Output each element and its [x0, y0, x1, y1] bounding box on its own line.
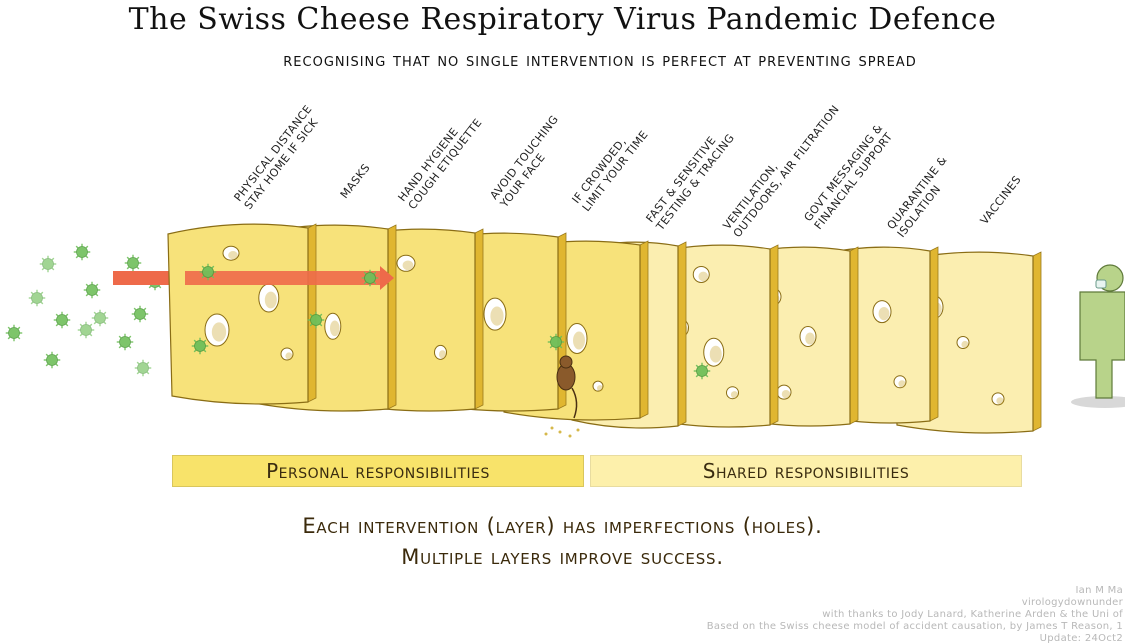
- cheese-hole: [872, 300, 892, 324]
- caption-line-2: Multiple layers improve success.: [401, 545, 724, 569]
- mouse-icon: [556, 355, 578, 419]
- cheese-slices: [167, 223, 1042, 434]
- crumb: [558, 430, 562, 434]
- cheese-hole: [566, 322, 588, 354]
- cheese-hole: [991, 392, 1005, 406]
- crumb: [544, 432, 548, 436]
- shared-responsibilities-bar: Shared responsibilities: [590, 455, 1022, 487]
- credit-based-on: Based on the Swiss cheese model of accid…: [706, 621, 1123, 632]
- cheese-hole: [703, 337, 725, 367]
- mask-icon: [1095, 279, 1107, 289]
- page-subtitle: recognising that no single intervention …: [283, 50, 917, 71]
- credit-site: virologydownunder: [1021, 597, 1123, 608]
- credit-author: Ian M Ma: [1075, 585, 1123, 596]
- virus-icon: [83, 281, 101, 299]
- cheese-hole: [324, 312, 342, 340]
- credit-thanks: with thanks to Jody Lanard, Katherine Ar…: [822, 609, 1123, 620]
- cheese-hole: [893, 375, 907, 389]
- cheese-slice: [167, 223, 317, 405]
- virus-icon: [131, 305, 149, 323]
- crumb: [568, 434, 572, 438]
- page-title: The Swiss Cheese Respiratory Virus Pande…: [128, 2, 997, 37]
- cheese-hole: [280, 347, 294, 361]
- virus-icon: [39, 255, 57, 273]
- crumb: [550, 426, 554, 430]
- person-icon: [1071, 264, 1125, 408]
- virus-icon: [43, 351, 61, 369]
- cheese-hole: [956, 336, 970, 349]
- virus-icon: [73, 243, 91, 261]
- cheese-hole: [434, 344, 447, 360]
- virus-icon: [53, 311, 71, 329]
- virus-cloud: [5, 243, 164, 377]
- virus-icon: [134, 359, 152, 377]
- virus-icon: [124, 254, 142, 272]
- virus-icon: [191, 337, 209, 355]
- caption-line-1: Each intervention (layer) has imperfecti…: [302, 514, 823, 538]
- credit-update: Update: 24Oct2: [1039, 633, 1123, 644]
- virus-icon: [91, 309, 109, 327]
- cheese-hole: [396, 254, 416, 272]
- cheese-hole: [483, 297, 507, 331]
- virus-icon: [77, 321, 95, 339]
- virus-icon: [116, 333, 134, 351]
- extras: [185, 263, 1125, 438]
- virus-icon: [361, 269, 379, 287]
- cheese-hole: [204, 313, 230, 347]
- cheese-hole: [726, 386, 739, 400]
- virus-icon: [693, 362, 711, 380]
- virus-icon: [547, 333, 565, 351]
- personal-responsibilities-bar: Personal responsibilities: [172, 455, 584, 487]
- virus-icon: [199, 263, 217, 281]
- cheese-hole: [692, 265, 710, 283]
- virus-icon: [5, 324, 23, 342]
- arrow-front-head: [380, 266, 394, 290]
- virus-icon: [28, 289, 46, 307]
- arrow-front: [185, 271, 380, 285]
- cheese-hole: [799, 326, 817, 347]
- cheese-hole: [592, 380, 604, 392]
- crumb: [576, 428, 580, 432]
- virus-icon: [307, 311, 325, 329]
- cheese-hole: [222, 245, 240, 261]
